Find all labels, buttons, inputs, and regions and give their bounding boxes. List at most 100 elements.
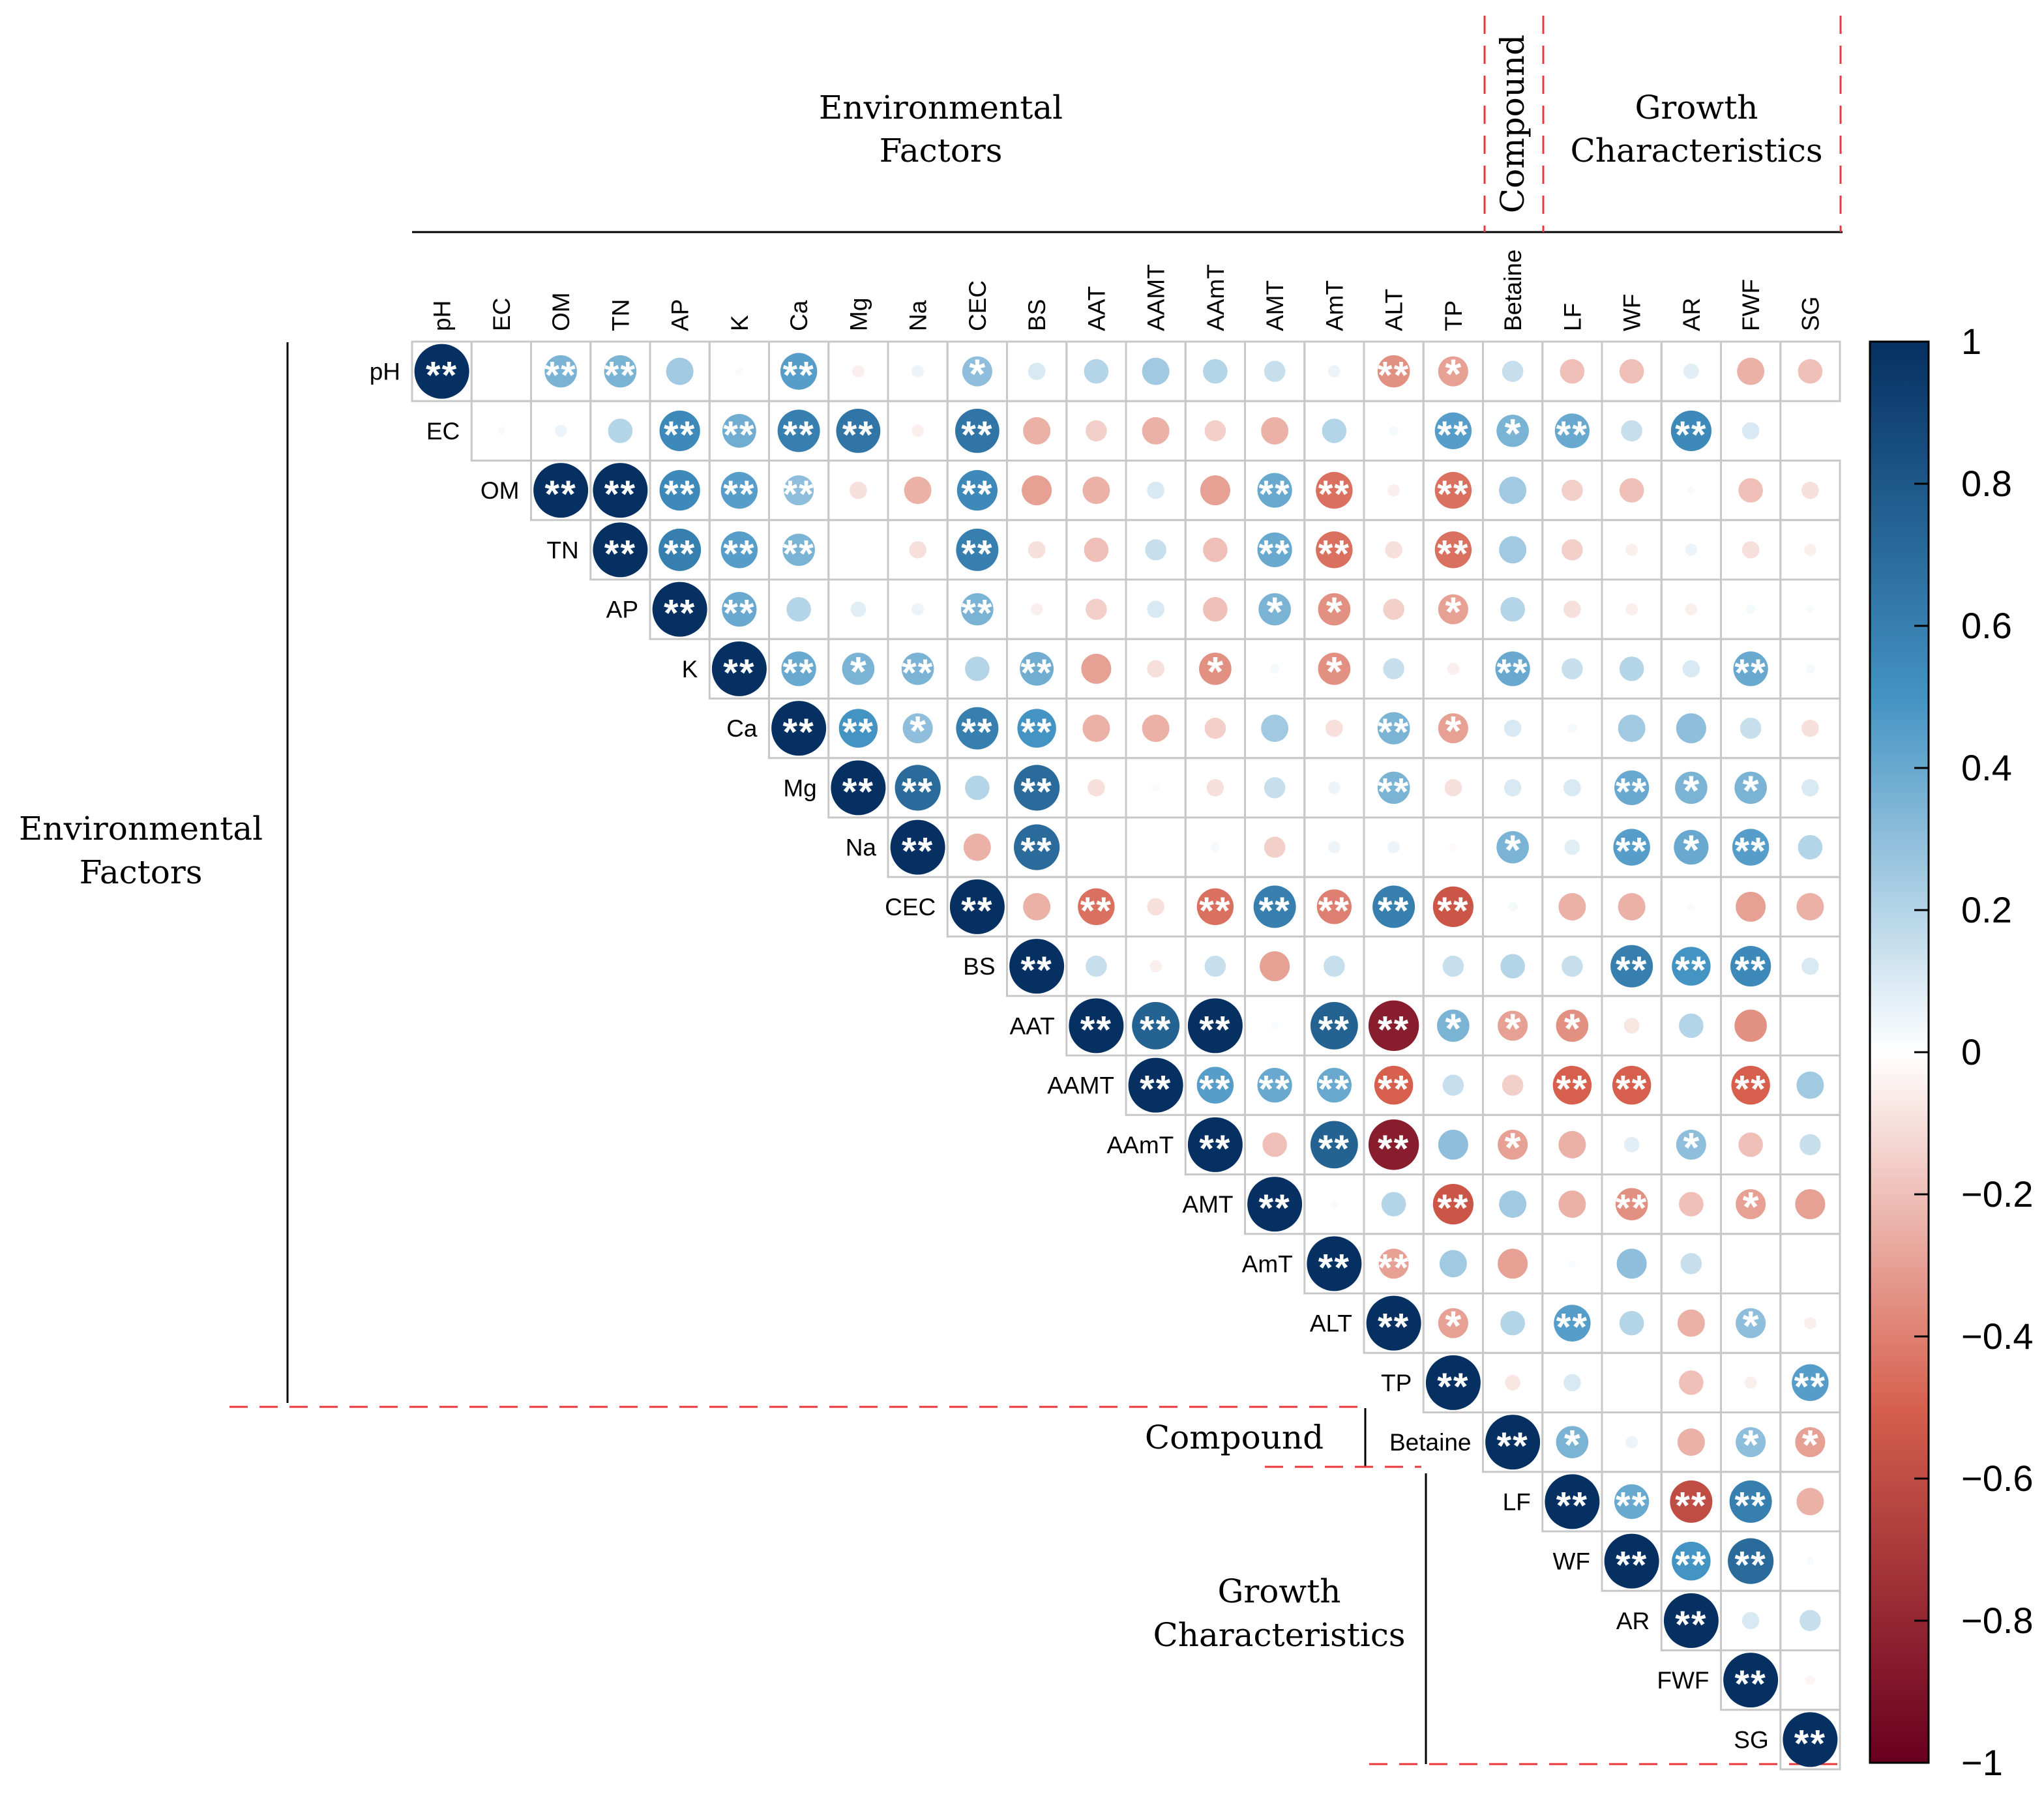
corr-circle-betaine-lf — [1556, 1426, 1589, 1458]
col-label-fwf: FWF — [1738, 279, 1764, 331]
corr-circle-ph-mg — [852, 365, 865, 378]
corr-circle-amt-wf — [1615, 1188, 1648, 1220]
corr-circle-wf-fwf — [1728, 1538, 1774, 1584]
corr-circle-ap-sg — [1806, 605, 1814, 613]
corr-circle-om-lf — [1562, 479, 1583, 501]
corr-circle-tn-aat — [1084, 537, 1109, 563]
row-label-alt: ALT — [1310, 1310, 1352, 1337]
corr-circle-ca-fwf — [1740, 717, 1762, 739]
cell-border — [827, 519, 889, 581]
corr-circle-k-aat — [1081, 653, 1112, 684]
corr-circle-aamt-aamt — [1128, 1057, 1183, 1113]
corr-circle-ec-aat — [1086, 420, 1107, 442]
corr-circle-k-bs — [1020, 651, 1054, 686]
corr-circle-na-ar — [1674, 830, 1709, 865]
corr-circle-aamt-amt — [1262, 1132, 1287, 1157]
sig-mark: ** — [1318, 533, 1350, 575]
matrix-cells: ** ** ** ** * ** *** ** ** ** ** ** * ** **** ** ** ** ** *… — [414, 344, 1838, 1767]
group-titles: Environmental Factors Compound Growth Ch… — [19, 35, 1823, 1654]
corr-circle-ap-cec — [961, 593, 994, 626]
corr-circle-cec-amt — [1316, 889, 1352, 924]
col-label-ar: AR — [1678, 298, 1705, 331]
col-label-mg: Mg — [845, 298, 872, 331]
corr-circle-ec-k — [722, 413, 756, 448]
corr-circle-mg-bs — [1014, 765, 1060, 811]
corr-circle-amt-amt — [1330, 1200, 1339, 1209]
corr-circle-mg-aat — [1088, 779, 1105, 797]
top-title-compound: Compound — [1494, 35, 1532, 213]
corr-circle-om-amt — [1257, 473, 1292, 508]
corr-circle-alt-ar — [1677, 1309, 1705, 1337]
sig-mark: * — [1505, 1005, 1521, 1052]
corr-circle-ca-aamt — [1204, 717, 1226, 739]
sig-mark: ** — [902, 831, 934, 873]
corr-circle-amt-lf — [1568, 1260, 1577, 1268]
col-label-sg: SG — [1797, 297, 1824, 331]
corr-circle-aamt-wf — [1612, 1065, 1651, 1105]
corr-circle-aat-amt — [1271, 1022, 1279, 1030]
col-label-ap: AP — [667, 299, 694, 331]
corr-circle-ca-tp — [1438, 713, 1468, 744]
corr-circle-ec-betaine — [1496, 415, 1529, 447]
corr-circle-om-cec — [956, 470, 998, 511]
left-title-env-1: Environmental — [19, 810, 263, 847]
corr-circle-aamt-aamt — [1196, 1067, 1234, 1104]
corr-circle-aamt-fwf — [1731, 1065, 1770, 1105]
corr-circle-ca-cec — [956, 707, 999, 750]
sig-mark: ** — [1080, 1009, 1112, 1051]
corr-circle-mg-amt — [1327, 781, 1340, 794]
corr-circle-om-aamt — [1147, 481, 1164, 499]
row-label-amt: AMT — [1182, 1191, 1233, 1218]
corr-circle-k-amt — [1269, 664, 1280, 674]
corr-circle-om-fwf — [1738, 478, 1763, 503]
sig-mark: ** — [1378, 1246, 1410, 1289]
col-label-alt: ALT — [1381, 289, 1408, 331]
corr-circle-aat-wf — [1623, 1018, 1640, 1034]
corr-circle-aat-aamt — [1132, 1001, 1180, 1050]
sig-mark: ** — [902, 771, 934, 813]
sig-mark: ** — [1318, 1068, 1350, 1111]
col-label-betaine: Betaine — [1500, 250, 1526, 332]
corr-circle-ph-betaine — [1502, 361, 1524, 382]
sig-mark: ** — [1378, 711, 1410, 754]
sig-mark: ** — [723, 414, 755, 456]
corr-circle-betaine-ar — [1677, 1428, 1705, 1456]
sig-mark: ** — [1378, 1306, 1410, 1349]
sig-mark: ** — [604, 355, 636, 397]
row-label-amt: AmT — [1242, 1250, 1293, 1277]
left-title-growth-2: Characteristics — [1153, 1616, 1406, 1654]
sig-mark: * — [910, 707, 926, 754]
row-label-lf: LF — [1503, 1488, 1531, 1515]
sig-mark: ** — [723, 473, 755, 516]
sig-mark: ** — [1437, 1187, 1469, 1230]
corr-circle-alt-wf — [1619, 1310, 1644, 1336]
sig-mark: ** — [664, 414, 696, 456]
corr-circle-k-mg — [842, 653, 875, 685]
corr-circle-ap-amt — [1258, 593, 1291, 626]
top-title-env-2: Factors — [880, 132, 1003, 169]
sig-mark: ** — [1259, 1068, 1291, 1111]
corr-circle-ca-ar — [1676, 713, 1706, 744]
corr-circle-mg-lf — [1563, 779, 1581, 797]
corr-circle-tp-fwf — [1744, 1376, 1757, 1389]
row-label-na: Na — [846, 834, 877, 861]
corr-circle-aamt-fwf — [1738, 1132, 1763, 1157]
corr-circle-mg-cec — [965, 775, 990, 801]
corr-circle-ap-amt — [1318, 593, 1351, 626]
corr-circle-fwf-fwf — [1723, 1653, 1779, 1708]
corr-circle-mg-betaine — [1503, 779, 1522, 797]
group-separators — [230, 16, 1842, 1765]
corr-circle-aat-lf — [1556, 1009, 1589, 1042]
sig-mark: * — [1802, 1421, 1818, 1468]
col-label-na: Na — [905, 300, 932, 331]
corr-circle-ap-aamt — [1203, 597, 1228, 622]
sig-mark: ** — [1021, 771, 1053, 813]
corr-circle-tn-ap — [659, 528, 702, 571]
corr-circle-ap-lf — [1563, 600, 1581, 618]
corr-circle-om-wf — [1619, 478, 1644, 503]
sig-mark: ** — [961, 890, 993, 932]
sig-mark: * — [1445, 707, 1461, 754]
corr-circle-om-na — [904, 477, 932, 505]
sig-mark: ** — [1675, 1484, 1707, 1527]
sig-mark: ** — [961, 414, 993, 456]
